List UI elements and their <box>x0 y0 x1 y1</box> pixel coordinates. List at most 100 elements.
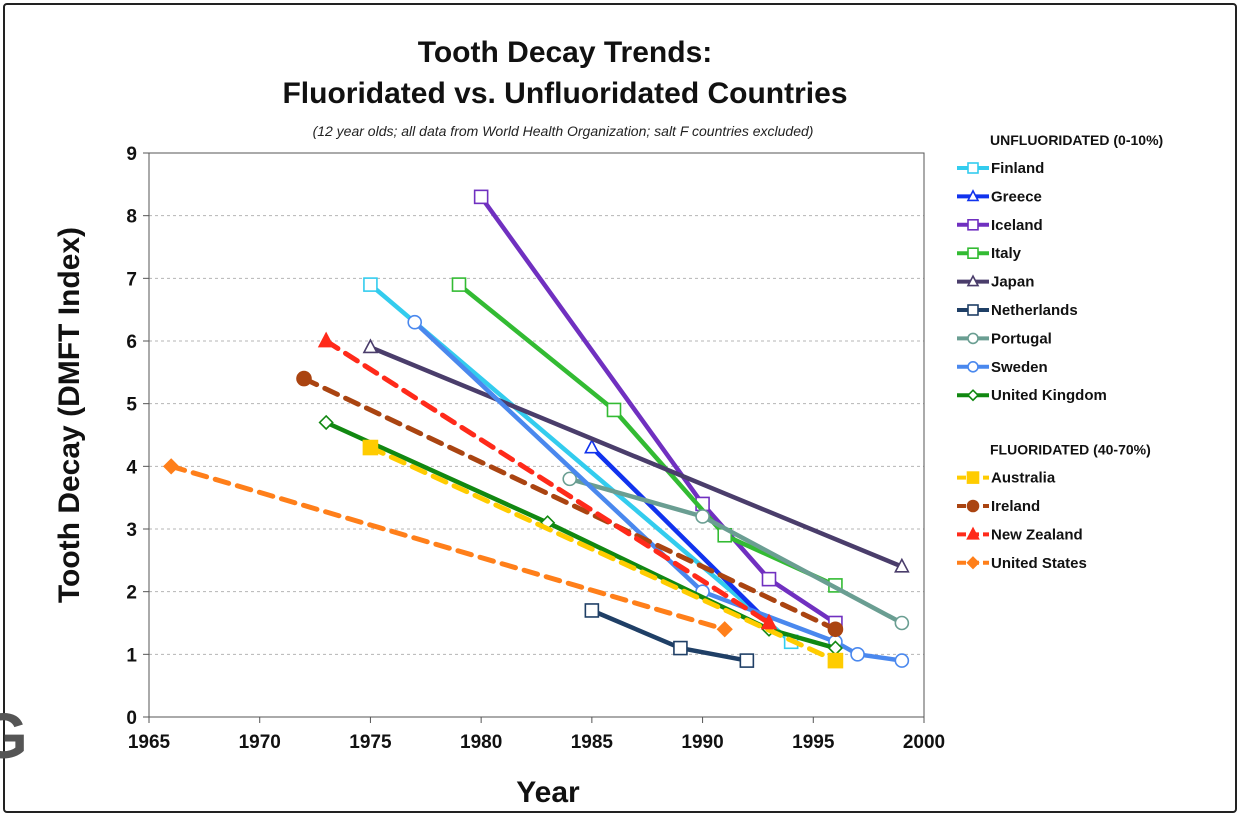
legend-marker-sweden <box>967 360 979 373</box>
legend-label-australia: Australia <box>991 470 1056 487</box>
series-line-australia <box>367 445 838 664</box>
chart-subtitle: (12 year olds; all data from World Healt… <box>313 123 814 139</box>
legend-item-sweden: Sweden <box>957 359 1048 376</box>
point-portugal-1990 <box>695 509 710 524</box>
legend-label-united-kingdom: United Kingdom <box>991 387 1107 404</box>
legend-item-iceland: Iceland <box>957 217 1043 234</box>
y-axis-ticks: 0 1 2 3 4 5 6 7 8 9 <box>126 144 149 729</box>
point-portugal-1999 <box>894 615 910 631</box>
series-layer <box>163 189 910 669</box>
series-line-greece <box>589 445 772 626</box>
series-greece <box>584 438 777 630</box>
y-tick-label-5: 5 <box>126 395 137 416</box>
x-tick-label-1985: 1985 <box>571 732 614 753</box>
legend-heading-unfluoridated: UNFLUORIDATED (0-10%) <box>990 132 1163 148</box>
y-tick-label-6: 6 <box>126 332 137 353</box>
legend-item-new-zealand: New Zealand <box>957 526 1083 543</box>
point-greece-1985 <box>584 438 600 454</box>
series-australia <box>362 439 844 669</box>
legend-marker-netherlands <box>967 304 979 316</box>
legend-marker-ireland <box>966 499 980 513</box>
legend-item-finland: Finland <box>957 160 1044 177</box>
legend-marker-australia <box>966 471 980 484</box>
legend-item-australia: Australia <box>957 470 1056 487</box>
x-tick-label-1970: 1970 <box>239 732 281 753</box>
point-iceland-1993 <box>761 571 777 587</box>
point-italy-1979 <box>451 277 467 292</box>
series-line-united-kingdom <box>323 420 838 651</box>
y-tick-label-1: 1 <box>126 645 137 666</box>
point-australia-1996 <box>827 652 844 669</box>
y-tick-label-0: 0 <box>126 708 137 729</box>
y-tick-label-8: 8 <box>126 207 137 228</box>
y-tick-label-2: 2 <box>126 583 137 604</box>
series-netherlands <box>584 603 755 668</box>
point-australia-1975 <box>362 439 379 456</box>
y-tick-label-7: 7 <box>126 269 137 290</box>
point-iceland-1980 <box>473 189 489 205</box>
legend-item-united-kingdom: United Kingdom <box>957 387 1107 404</box>
legend-item-netherlands: Netherlands <box>957 302 1078 319</box>
point-japan-1999 <box>894 557 910 573</box>
series-line-united-states <box>168 463 728 632</box>
legend-label-new-zealand: New Zealand <box>991 526 1083 543</box>
x-tick-label-1980: 1980 <box>460 732 502 753</box>
x-axis-ticks: 1965 1970 1975 1980 1985 1990 1995 2000 <box>128 717 945 753</box>
point-netherlands-1985 <box>584 603 600 618</box>
point-finland-1975 <box>363 277 378 292</box>
legend-label-sweden: Sweden <box>991 359 1048 376</box>
x-tick-label-1995: 1995 <box>792 732 835 753</box>
point-netherlands-1992 <box>739 653 755 668</box>
point-ireland-1996 <box>827 621 844 638</box>
legend-marker-iceland <box>967 219 979 231</box>
legend-marker-italy <box>967 247 979 259</box>
point-netherlands-1989 <box>673 640 688 656</box>
legend-item-japan: Japan <box>957 274 1034 291</box>
legend-marker-new-zealand <box>966 526 980 540</box>
point-portugal-1984 <box>562 471 578 487</box>
legend-heading-fluoridated: FLUORIDATED (40-70%) <box>990 442 1151 458</box>
point-sweden-1999 <box>894 653 910 668</box>
point-sweden-1977 <box>407 314 423 330</box>
legend-marker-united-states <box>966 556 980 570</box>
legend-item-portugal: Portugal <box>957 330 1052 347</box>
series-line-japan <box>368 345 905 569</box>
legend-marker-greece <box>966 189 980 202</box>
series-united-states <box>163 458 733 638</box>
point-italy-1986 <box>606 402 622 418</box>
legend-label-finland: Finland <box>991 160 1044 177</box>
legend-label-united-states: United States <box>991 555 1087 572</box>
legend-marker-japan <box>966 274 980 287</box>
point-new-zealand-1973 <box>317 331 335 348</box>
y-tick-label-3: 3 <box>126 520 137 541</box>
x-axis-title: Year <box>516 776 580 809</box>
chart-title-line-2: Fluoridated vs. Unfluoridated Countries <box>282 77 847 110</box>
x-tick-label-2000: 2000 <box>903 732 945 753</box>
legend-label-ireland: Ireland <box>991 498 1040 515</box>
legend-item-greece: Greece <box>957 188 1042 205</box>
point-united-states-1991 <box>716 621 733 638</box>
y-tick-label-9: 9 <box>126 144 137 165</box>
point-united-states-1966 <box>163 458 180 475</box>
legend-label-portugal: Portugal <box>991 330 1052 347</box>
x-tick-label-1965: 1965 <box>128 732 171 753</box>
legend-item-ireland: Ireland <box>957 498 1040 515</box>
series-japan <box>362 338 910 573</box>
series-line-new-zealand <box>323 338 772 626</box>
series-new-zealand <box>317 331 778 630</box>
legend-label-japan: Japan <box>991 274 1034 291</box>
x-tick-label-1975: 1975 <box>349 732 392 753</box>
legend-label-iceland: Iceland <box>991 217 1043 234</box>
point-sweden-1997 <box>850 647 865 662</box>
y-axis-title: Tooth Decay (DMFT Index) <box>53 227 86 603</box>
cropped-edge-letter: G <box>0 700 28 772</box>
x-tick-label-1990: 1990 <box>681 732 723 753</box>
legend-label-greece: Greece <box>991 188 1042 205</box>
point-japan-1975 <box>362 338 379 354</box>
y-tick-label-4: 4 <box>126 457 137 478</box>
legend-marker-portugal <box>967 332 979 345</box>
point-ireland-1972 <box>296 370 312 387</box>
legend-marker-united-kingdom <box>966 389 980 402</box>
point-new-zealand-1993 <box>760 613 778 630</box>
